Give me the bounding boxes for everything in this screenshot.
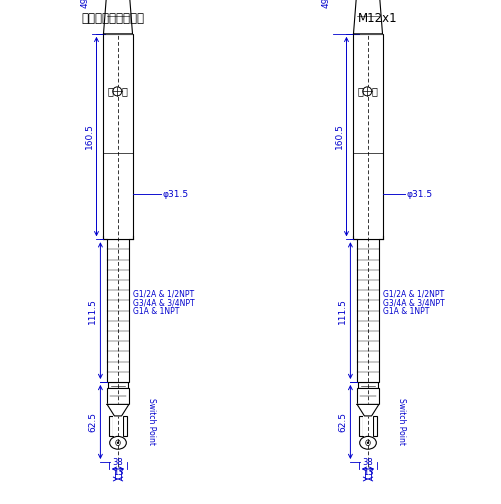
Text: 111.5: 111.5	[88, 298, 97, 324]
Circle shape	[363, 87, 372, 96]
Polygon shape	[357, 404, 379, 416]
Polygon shape	[107, 404, 129, 416]
Text: 38: 38	[113, 458, 123, 467]
Bar	[107, 388, 129, 404]
Text: φ31.5: φ31.5	[162, 190, 189, 199]
Bar	[373, 416, 377, 436]
Text: G3/4A & 3/4NPT: G3/4A & 3/4NPT	[133, 298, 194, 307]
Text: φ31.5: φ31.5	[406, 190, 433, 199]
Text: G1A & 1NPT: G1A & 1NPT	[383, 307, 429, 316]
Text: Ⓢ: Ⓢ	[121, 86, 127, 96]
Polygon shape	[354, 0, 383, 34]
Text: 160.5: 160.5	[85, 123, 94, 150]
Text: 62.5: 62.5	[88, 412, 97, 432]
Circle shape	[117, 442, 119, 444]
Bar	[363, 416, 373, 436]
Text: 13: 13	[113, 468, 123, 477]
Bar	[357, 388, 379, 404]
Bar	[359, 416, 363, 436]
Text: G3/4A & 3/4NPT: G3/4A & 3/4NPT	[383, 298, 444, 307]
Text: Switch Point: Switch Point	[397, 399, 406, 446]
Text: 49: 49	[80, 0, 89, 8]
Text: 62.5: 62.5	[338, 412, 347, 432]
Bar	[104, 34, 133, 239]
FancyBboxPatch shape	[108, 382, 128, 388]
Bar	[123, 416, 127, 436]
Text: 160.5: 160.5	[335, 123, 344, 150]
Text: M12x1: M12x1	[358, 12, 398, 25]
Bar	[357, 239, 379, 382]
Ellipse shape	[366, 440, 370, 446]
Circle shape	[367, 442, 369, 444]
Bar	[107, 239, 129, 382]
Bar	[113, 416, 123, 436]
FancyBboxPatch shape	[358, 382, 378, 388]
Text: Ⓒ: Ⓒ	[357, 86, 363, 96]
Text: Ⓢ: Ⓢ	[371, 86, 377, 96]
Text: G1A & 1NPT: G1A & 1NPT	[133, 307, 179, 316]
Text: Switch Point: Switch Point	[147, 399, 156, 446]
Text: 111.5: 111.5	[338, 298, 347, 324]
Text: 38: 38	[363, 458, 373, 467]
Bar	[354, 34, 383, 239]
Ellipse shape	[116, 440, 120, 446]
Text: 电磁阀接头连接方式: 电磁阀接头连接方式	[82, 12, 144, 25]
Text: 49: 49	[322, 0, 331, 8]
Text: Ⓒ: Ⓒ	[107, 86, 113, 96]
Text: 13: 13	[363, 468, 373, 477]
Circle shape	[113, 87, 122, 96]
Bar	[109, 416, 113, 436]
Polygon shape	[104, 0, 133, 34]
Ellipse shape	[110, 436, 126, 449]
Text: G1/2A & 1/2NPT: G1/2A & 1/2NPT	[133, 289, 194, 298]
Text: G1/2A & 1/2NPT: G1/2A & 1/2NPT	[383, 289, 444, 298]
Ellipse shape	[360, 436, 376, 449]
